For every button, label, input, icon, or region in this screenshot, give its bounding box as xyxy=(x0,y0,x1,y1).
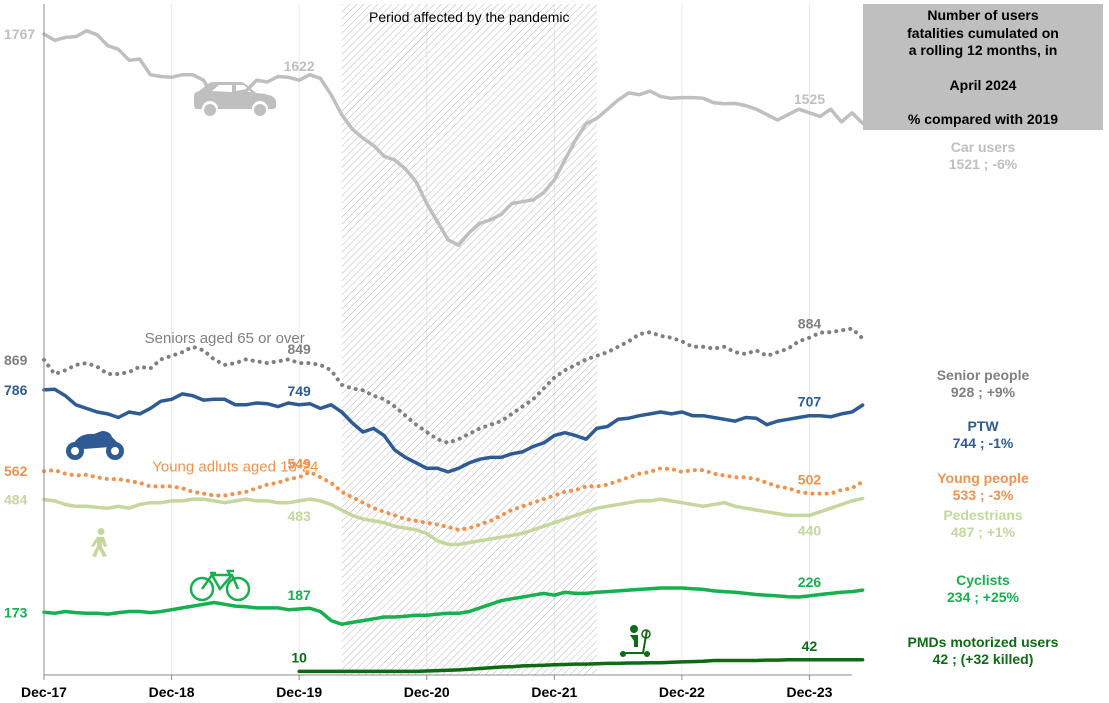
scooter-icon xyxy=(620,625,651,657)
data-label-car: 1767 xyxy=(4,26,35,42)
side-label-name: Car users xyxy=(950,139,1016,155)
series-line-pmd xyxy=(297,658,865,674)
data-label-young: 549 xyxy=(287,455,311,471)
series-name-label-senior: Seniors aged 65 or over xyxy=(145,330,305,347)
side-label-pmd: PMDs motorized users 42 ; (+32 killed) xyxy=(863,634,1103,668)
legend-title-line: a rolling 12 months, in xyxy=(908,42,1058,58)
x-tick-label: Dec-20 xyxy=(404,684,450,700)
data-label-ped: 483 xyxy=(287,508,311,524)
x-tick-label: Dec-19 xyxy=(276,684,322,700)
data-label-cyc: 187 xyxy=(287,587,311,603)
bicycle-icon xyxy=(189,569,251,602)
side-label-pedestrians: Pedestrians 487 ; +1% xyxy=(863,507,1103,541)
x-tick-label: Dec-22 xyxy=(659,684,705,700)
data-label-ped: 440 xyxy=(798,522,822,538)
data-label-ped: 484 xyxy=(4,491,28,507)
data-label-ptw: 749 xyxy=(287,383,311,399)
side-label-cyclists: Cyclists 234 ; +25% xyxy=(863,572,1103,606)
side-label-summary: 744 ; -1% xyxy=(952,435,1014,451)
data-label-pmd: 42 xyxy=(802,638,818,654)
side-label-name: PMDs motorized users xyxy=(907,634,1059,650)
side-label-name: Pedestrians xyxy=(943,507,1023,523)
side-label-car: Car users 1521 ; -6% xyxy=(863,139,1103,173)
side-label-senior: Senior people 928 ; +9% xyxy=(863,367,1103,401)
legend-comparison: % compared with 2019 xyxy=(907,111,1059,127)
data-label-pmd: 10 xyxy=(291,649,307,665)
x-tick-label: Dec-18 xyxy=(149,684,195,700)
side-label-ptw: PTW 744 ; -1% xyxy=(863,418,1103,452)
data-label-senior: 849 xyxy=(287,341,311,357)
side-label-summary: 487 ; +1% xyxy=(950,524,1016,540)
data-label-cyc: 226 xyxy=(798,574,822,590)
data-label-cyc: 173 xyxy=(4,604,28,620)
motorcycle-icon xyxy=(66,431,124,460)
x-tick-label: Dec-21 xyxy=(531,684,577,700)
data-label-senior: 869 xyxy=(4,352,28,368)
series-line-ped xyxy=(42,496,865,547)
side-label-summary: 533 ; -3% xyxy=(952,487,1014,503)
legend-title-line: fatalities cumulated on xyxy=(907,24,1059,41)
series-line-car xyxy=(42,29,865,247)
side-label-name: Senior people xyxy=(936,367,1030,383)
pandemic-label: Period affected by the pandemic xyxy=(369,9,570,25)
series-name-label-young: Young adluts aged 18-24 xyxy=(152,459,318,476)
car-icon xyxy=(194,82,276,116)
x-tick-label: Dec-23 xyxy=(787,684,833,700)
data-label-ptw: 786 xyxy=(4,382,28,398)
data-label-young: 502 xyxy=(798,472,822,488)
data-label-senior: 884 xyxy=(798,316,822,332)
side-label-summary: 1521 ; -6% xyxy=(948,156,1018,172)
pedestrian-icon xyxy=(91,528,107,557)
pandemic-shaded-area xyxy=(341,4,597,675)
legend-title-line: Number of users xyxy=(927,7,1039,23)
data-label-young: 562 xyxy=(4,463,28,479)
side-label-summary: 42 ; (+32 killed) xyxy=(932,651,1034,667)
side-label-name: PTW xyxy=(967,418,999,434)
series-line-senior xyxy=(42,326,865,445)
series-line-cyc xyxy=(42,586,865,626)
side-label-young: Young people 533 ; -3% xyxy=(863,470,1103,504)
data-label-ptw: 707 xyxy=(798,394,822,410)
side-label-name: Cyclists xyxy=(956,572,1010,588)
series-line-ptw xyxy=(42,387,865,474)
side-label-summary: 928 ; +9% xyxy=(950,384,1016,400)
side-label-summary: 234 ; +25% xyxy=(947,589,1019,605)
legend-header-box: Number of users fatalities cumulated on … xyxy=(863,4,1103,130)
data-label-car: 1525 xyxy=(794,91,825,107)
x-tick-label: Dec-17 xyxy=(21,684,67,700)
data-label-car: 1622 xyxy=(284,58,315,74)
side-label-name: Young people xyxy=(937,470,1029,486)
legend-month: April 2024 xyxy=(949,76,1017,93)
